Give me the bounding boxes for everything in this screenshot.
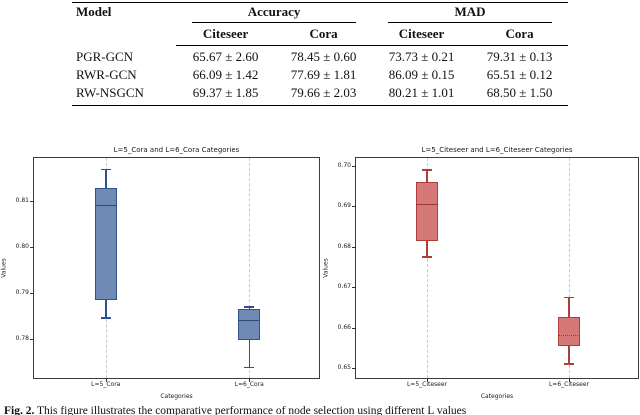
gridline: [427, 158, 428, 378]
y-axis-label: Values: [0, 258, 8, 278]
x-tick-label: L=5_Citeseer: [406, 381, 448, 388]
whisker-cap-upper: [244, 306, 255, 308]
table-group-header-row: Model Accuracy MAD: [72, 3, 568, 25]
x-tick-mark: [569, 378, 570, 382]
y-tick-label: 0.70: [337, 162, 351, 170]
x-tick-label: L=6_Citeseer: [548, 381, 590, 388]
subheader-accuracy-citeseer: Citeseer: [176, 24, 276, 46]
whisker-lower: [248, 339, 250, 368]
y-tick-label: 0.66: [337, 323, 351, 331]
y-tick-mark: [352, 327, 356, 329]
table-cell-model: PGR-GCN: [76, 48, 134, 64]
whisker-cap-lower: [244, 366, 255, 369]
table-cell-value: 68.50 ± 1.50: [486, 85, 553, 100]
whisker-lower: [568, 345, 570, 364]
whisker-cap-upper: [564, 296, 574, 298]
box-iqr: [94, 187, 117, 300]
y-tick-label: 0.68: [337, 242, 351, 250]
table-cell-value: 86.09 ± 0.15: [388, 67, 455, 82]
table-cell-value: 77.69 ± 1.81: [290, 67, 357, 82]
table-cell-value: 78.45 ± 0.60: [290, 49, 357, 64]
y-tick-label: 0.80: [15, 243, 29, 251]
box-median: [416, 203, 438, 205]
y-tick-label: 0.65: [337, 363, 351, 371]
mad-group-rule: MAD: [388, 4, 552, 23]
box-iqr: [416, 182, 438, 241]
whisker-cap-lower: [100, 317, 111, 319]
column-header-model: Model: [76, 4, 112, 19]
y-tick-mark: [352, 246, 356, 248]
table-cell-value: 80.21 ± 1.01: [388, 85, 455, 100]
table-cell-value: 73.73 ± 0.21: [388, 49, 455, 64]
y-tick-label: 0.78: [15, 334, 29, 342]
x-tick-mark: [105, 378, 107, 382]
x-tick-label: L=6_Cora: [234, 381, 264, 388]
y-tick-label: 0.67: [337, 283, 351, 291]
box-median: [558, 334, 580, 336]
table-cell-value: 66.09 ± 1.42: [192, 67, 259, 82]
table-cell-model: RW-NSGCN: [76, 85, 144, 100]
table-subheader-row: Citeseer Cora Citeseer Cora: [72, 24, 568, 46]
subheader-mad-cora: Cora: [471, 24, 568, 46]
caption-text: This figure illustrates the comparative …: [37, 405, 467, 415]
accuracy-group-rule: Accuracy: [192, 4, 357, 23]
x-tick-mark: [427, 378, 428, 382]
whisker-upper: [426, 170, 428, 183]
subheader-accuracy-cora: Cora: [275, 24, 373, 46]
whisker-cap-upper: [422, 169, 432, 171]
caption-label: Fig. 2.: [4, 405, 35, 415]
table-row: RWR-GCN 66.09 ± 1.42 77.69 ± 1.81 86.09 …: [72, 66, 568, 84]
x-axis-label: Categories: [160, 393, 193, 400]
column-group-mad: MAD: [372, 3, 568, 25]
whisker-lower: [105, 299, 107, 319]
y-tick-mark: [352, 367, 356, 369]
boxplot-cora: L=5_Cora and L=6_Cora Categories Values Ca…: [1, 146, 320, 400]
whisker-lower: [426, 240, 428, 257]
y-tick-mark: [30, 201, 34, 203]
table-row: RW-NSGCN 69.37 ± 1.85 79.66 ± 2.03 80.21…: [72, 84, 568, 106]
plot-title: L=5_Citeseer and L=6_Citeseer Categories: [421, 146, 573, 154]
y-tick-mark: [30, 338, 34, 340]
whisker-upper: [105, 169, 107, 188]
column-group-accuracy: Accuracy: [176, 3, 372, 25]
table-cell-value: 79.66 ± 2.03: [290, 85, 357, 100]
subheader-mad-citeseer: Citeseer: [372, 24, 472, 46]
box-median: [238, 319, 261, 321]
y-tick-mark: [352, 166, 356, 168]
y-tick-mark: [30, 293, 34, 295]
y-tick-label: 0.79: [15, 289, 29, 297]
gridline: [249, 158, 251, 378]
whisker-cap-upper: [100, 168, 111, 171]
box-iqr: [238, 309, 261, 340]
y-tick-mark: [352, 206, 356, 208]
box-iqr: [558, 317, 580, 346]
box-median: [94, 205, 117, 207]
x-tick-label: L=5_Cora: [91, 381, 121, 388]
x-axis-label: Categories: [480, 393, 514, 400]
whisker-upper: [568, 297, 570, 318]
y-tick-label: 0.69: [337, 202, 351, 210]
x-tick-mark: [249, 378, 251, 382]
table-cell-model: RWR-GCN: [76, 67, 137, 82]
y-tick-mark: [30, 247, 34, 249]
table-cell-value: 79.31 ± 0.13: [486, 49, 553, 64]
table-cell-value: 65.67 ± 2.60: [192, 49, 259, 64]
y-tick-mark: [352, 287, 356, 289]
table-cell-value: 69.37 ± 1.85: [192, 85, 259, 100]
results-table-container: Model Accuracy MAD Citeseer Cora Citesee…: [72, 2, 568, 106]
results-table: Model Accuracy MAD Citeseer Cora Citesee…: [72, 2, 568, 106]
table-row: PGR-GCN 65.67 ± 2.60 78.45 ± 0.60 73.73 …: [72, 46, 568, 67]
y-axis-label: Values: [322, 258, 330, 278]
table-cell-value: 65.51 ± 0.12: [486, 67, 553, 82]
figure-caption: Fig. 2. This figure illustrates the comp…: [4, 404, 640, 415]
whisker-cap-lower: [422, 256, 432, 258]
boxplot-citeseer: L=5_Citeseer and L=6_Citeseer Categories…: [323, 146, 639, 400]
y-tick-label: 0.81: [15, 197, 29, 205]
plot-title: L=5_Cora and L=6_Cora Categories: [113, 146, 240, 154]
whisker-upper: [248, 306, 250, 310]
gridline: [569, 158, 570, 378]
whisker-cap-lower: [564, 363, 574, 365]
